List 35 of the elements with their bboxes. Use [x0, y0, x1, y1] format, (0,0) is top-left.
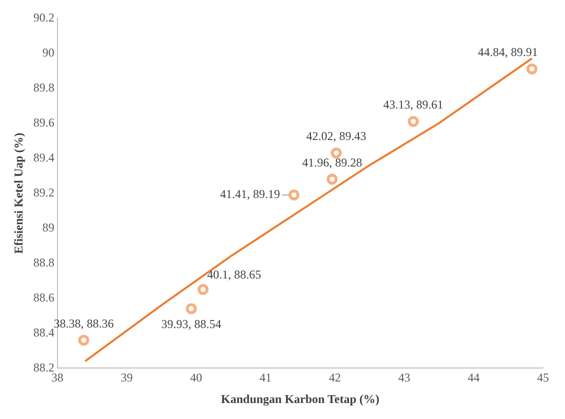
y-tick-label: 90 — [42, 45, 54, 60]
y-axis-title: Efisiensi Ketel Uap (%) — [11, 132, 26, 254]
y-tick-label: 88.8 — [33, 255, 54, 270]
data-label: 41.96, 89.28 — [302, 155, 362, 170]
point — [288, 189, 300, 200]
y-tick-label: 89 — [42, 220, 54, 234]
x-tick-label: 43 — [398, 370, 410, 385]
point — [186, 303, 197, 314]
x-tick-label: 44 — [468, 370, 480, 385]
data-label: 44.84, 89.91 — [478, 45, 538, 60]
data-label: 38.38, 88.36 — [54, 316, 114, 330]
data-label: 40.1, 88.65 — [207, 268, 262, 282]
data-label: 43.13, 89.61 — [383, 98, 444, 112]
x-tick-label: 39 — [120, 370, 133, 385]
y-tick-label: 89.2 — [33, 185, 54, 200]
y-tick-label: 89.4 — [33, 150, 54, 164]
point — [326, 174, 338, 185]
point — [408, 116, 419, 127]
point — [526, 63, 538, 74]
y-tick-label: 90.2 — [33, 10, 54, 24]
x-tick-label: 41 — [260, 370, 272, 385]
data-label: 39.93, 88.54 — [161, 316, 222, 331]
y-tick-label: 88.4 — [33, 325, 54, 340]
x-axis-title: Kandungan Karbon Tetap (%) — [221, 392, 380, 406]
x-tick-label: 42 — [328, 370, 341, 385]
y-tick-label: 88.6 — [33, 290, 54, 304]
point — [78, 334, 90, 346]
y-tick-label: 89.8 — [33, 80, 54, 94]
y-tick-label: 89.6 — [33, 115, 54, 130]
x-tick-label: 45 — [537, 370, 549, 385]
data-label: 41.41, 89.19 — [220, 187, 280, 202]
data-label: 42.02, 89.43 — [306, 129, 366, 144]
point — [330, 147, 342, 158]
x-tick-label: 40 — [190, 370, 202, 385]
point — [198, 284, 209, 295]
